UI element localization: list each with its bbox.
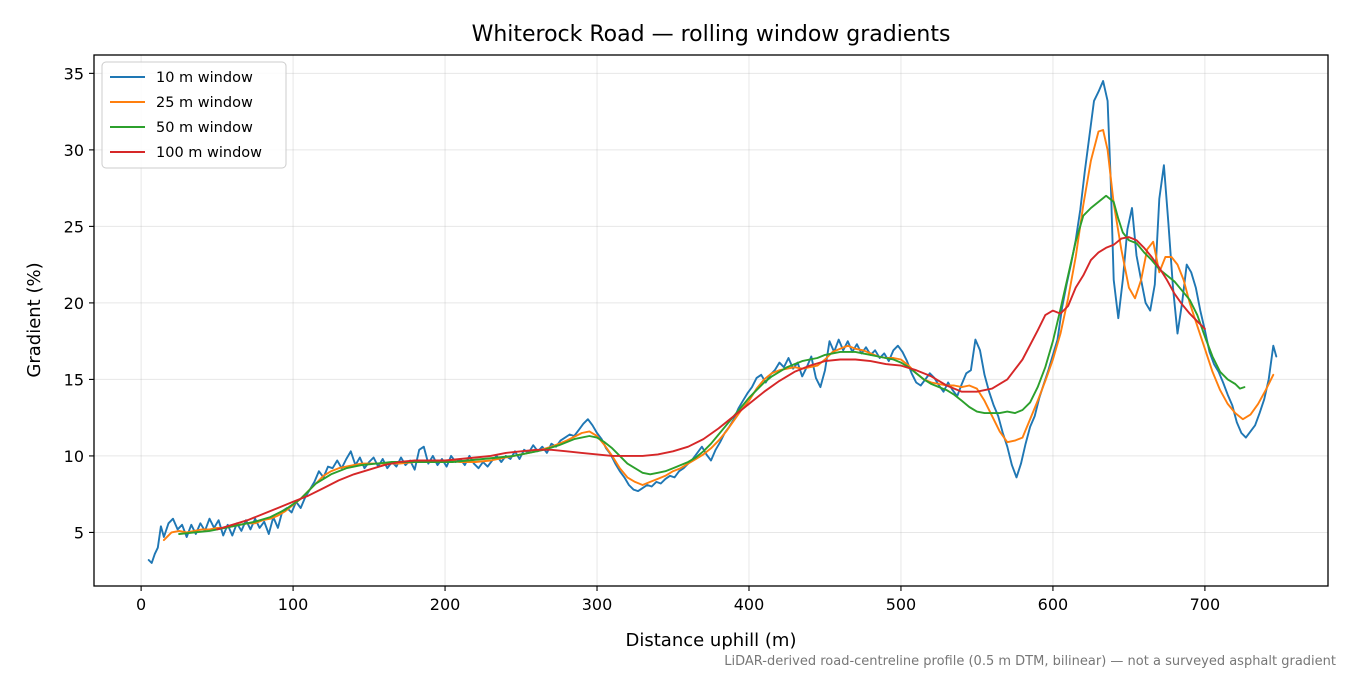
y-tick-label: 30: [64, 141, 84, 160]
legend-label-25-m-window: 25 m window: [156, 95, 253, 111]
y-axis-label: Gradient (%): [24, 262, 45, 377]
y-tick-label: 5: [74, 523, 84, 542]
legend-label-100-m-window: 100 m window: [156, 145, 262, 161]
legend: 10 m window 25 m window 50 m window 100 m w…: [101, 61, 287, 169]
x-tick-label: 400: [734, 595, 765, 614]
legend-box: [101, 61, 287, 169]
x-tick-label: 100: [278, 595, 309, 614]
x-axis-label: Distance uphill (m): [626, 630, 797, 651]
y-tick-label: 10: [64, 447, 84, 466]
y-tick-label: 20: [64, 294, 84, 313]
x-axis-ticks: 0 100 200 300 400 500 600 700: [136, 586, 1220, 614]
x-tick-label: 200: [430, 595, 461, 614]
x-tick-label: 600: [1038, 595, 1069, 614]
series-line-25-m-window: [162, 129, 1275, 542]
y-tick-label: 15: [64, 370, 84, 389]
series-line-10-m-window: [147, 80, 1278, 564]
grid: [94, 55, 1328, 586]
y-tick-label: 25: [64, 217, 84, 236]
series-line-50-m-window: [178, 194, 1246, 535]
x-tick-label: 500: [886, 595, 917, 614]
x-tick-label: 0: [136, 595, 146, 614]
plot-frame: [93, 54, 1329, 587]
legend-label-10-m-window: 10 m window: [156, 70, 253, 86]
chart-caption: LiDAR-derived road-centreline profile (0…: [724, 654, 1336, 669]
chart-title: Whiterock Road — rolling window gradient…: [472, 22, 951, 47]
x-tick-label: 700: [1190, 595, 1221, 614]
y-axis-ticks: 5 10 15 20 25 30 35: [64, 64, 94, 542]
series-line-100-m-window: [216, 236, 1206, 531]
y-tick-label: 35: [64, 64, 84, 83]
legend-label-50-m-window: 50 m window: [156, 120, 253, 136]
x-tick-label: 300: [582, 595, 613, 614]
series-lines: [147, 80, 1278, 564]
